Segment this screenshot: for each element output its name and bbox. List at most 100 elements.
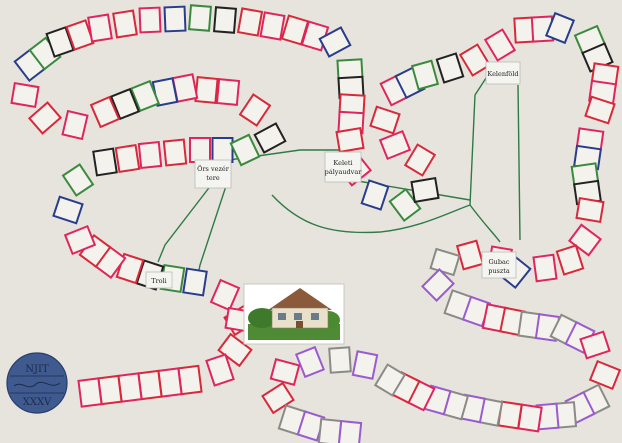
door-shape [296, 321, 303, 328]
board-tile [65, 19, 95, 51]
board-tile [435, 52, 465, 84]
station-label-ors-vezer-tere: Örs vezér tere [194, 159, 232, 189]
board-tile [584, 95, 616, 125]
board-tile [253, 122, 287, 154]
board-tile [194, 76, 219, 104]
board-tile [259, 11, 286, 41]
board-tile [351, 350, 379, 380]
window-shape [294, 313, 302, 320]
metro-track-lines [157, 74, 521, 291]
board-tile [378, 129, 412, 161]
board-tile [567, 223, 603, 257]
board-tile [205, 353, 235, 387]
board-tile [555, 244, 585, 276]
board-tile [335, 127, 365, 153]
board-tile [137, 140, 163, 170]
board-tile [337, 419, 363, 443]
station-card [481, 251, 517, 279]
board-tile [269, 357, 301, 387]
board-tile [360, 179, 390, 211]
logo-top-text: NJIT [25, 364, 49, 375]
board-tile [261, 381, 295, 415]
logo-bottom-text: XXXV [23, 397, 52, 408]
njit-logo: NJIT XXXV [6, 352, 68, 414]
board-tile [77, 377, 103, 408]
board-tile [87, 13, 113, 43]
board-tile [63, 224, 97, 256]
station-card [145, 271, 173, 289]
station-label-line: tere [206, 174, 220, 182]
station-label-line: Örs vezér [197, 164, 230, 173]
board-tile [575, 197, 605, 223]
station-label-troli: Troli [145, 271, 173, 289]
station-label-line: Kelenföld [487, 70, 518, 78]
board-tile [579, 330, 611, 360]
board-tile [89, 95, 121, 129]
track-line [157, 179, 216, 263]
board-tile [318, 26, 352, 58]
board-tile [114, 143, 141, 174]
board-tile [27, 101, 63, 135]
board-tile [211, 137, 234, 163]
board-tile [138, 6, 162, 34]
board-tile [229, 133, 261, 167]
station-card [324, 151, 362, 183]
board-tile [317, 417, 343, 443]
board-tile [61, 109, 89, 141]
board-tile [403, 143, 437, 177]
board-tile [410, 59, 440, 91]
board-tile [112, 9, 138, 39]
board-tile [212, 6, 238, 34]
board-tile [129, 79, 161, 113]
board-tile [92, 147, 118, 177]
station-label-line: puszta [488, 267, 510, 275]
board-tile [10, 82, 40, 108]
station-label-line: Keleti [333, 159, 352, 167]
board-tile [544, 11, 576, 45]
board-path [10, 4, 622, 443]
track-line [469, 204, 501, 243]
board-tile [215, 78, 241, 106]
board-tile [209, 278, 241, 312]
house-photo [243, 283, 345, 345]
station-label-keleti: Keleti pályaudvar [324, 151, 363, 183]
board-tile [294, 345, 326, 379]
board-tile [109, 87, 141, 121]
station-label-gubac-puszta: Gubac puszta [481, 251, 517, 279]
board-tile [458, 43, 492, 77]
board-tile [236, 7, 264, 37]
track-line [469, 74, 489, 206]
board-tile [163, 5, 187, 33]
station-label-line: Troli [151, 277, 167, 285]
track-line [517, 84, 521, 241]
window-shape [278, 313, 286, 320]
board-tile [373, 363, 407, 397]
board-tile [182, 267, 208, 297]
board-tile [588, 359, 622, 391]
board-tile [187, 4, 213, 32]
board-tile [369, 105, 401, 135]
board-tile [189, 137, 211, 163]
board-tile [238, 93, 272, 127]
track-line [271, 194, 471, 234]
board-tile [217, 332, 253, 368]
signature-mark [13, 381, 61, 388]
board-tile [483, 28, 517, 62]
board-tile [455, 239, 485, 271]
roof-shape [268, 288, 332, 310]
station-card [194, 159, 232, 189]
window-shape [311, 313, 319, 320]
station-card [485, 61, 521, 85]
station-label-kelenfold: Kelenföld [485, 61, 521, 85]
board-tile [388, 187, 422, 223]
board-tile [532, 253, 558, 283]
board-tile [410, 177, 440, 203]
bush-shape [248, 308, 276, 328]
station-label-line: Gubac [488, 258, 509, 266]
board-tile [45, 26, 75, 58]
station-label-line: pályaudvar [325, 168, 363, 176]
board-tile [328, 346, 352, 374]
board-tile [421, 268, 455, 302]
